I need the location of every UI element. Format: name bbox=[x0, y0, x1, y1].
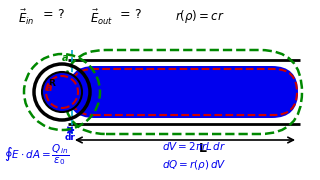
Circle shape bbox=[42, 72, 82, 112]
Text: a: a bbox=[46, 83, 52, 93]
Circle shape bbox=[42, 72, 82, 112]
Text: $\vec{E}_{out}$: $\vec{E}_{out}$ bbox=[90, 8, 113, 27]
Text: $dQ = r(\rho)\,dV$: $dQ = r(\rho)\,dV$ bbox=[162, 158, 227, 172]
Text: dr: dr bbox=[65, 133, 76, 142]
FancyBboxPatch shape bbox=[68, 66, 298, 118]
Text: $dV = 2\pi rL\, dr$: $dV = 2\pi rL\, dr$ bbox=[162, 140, 226, 152]
Text: a: a bbox=[62, 53, 68, 63]
Text: $\vec{E}_{in}$: $\vec{E}_{in}$ bbox=[18, 8, 35, 27]
Text: L: L bbox=[199, 142, 207, 155]
Text: R: R bbox=[49, 80, 55, 89]
Text: $\oint E \cdot dA = \dfrac{Q_{in}}{\varepsilon_0}$: $\oint E \cdot dA = \dfrac{Q_{in}}{\vare… bbox=[4, 142, 69, 167]
Text: $= \,?$: $= \,?$ bbox=[117, 8, 142, 21]
Text: $= \,?$: $= \,?$ bbox=[40, 8, 65, 21]
Text: $r(\rho) = cr$: $r(\rho) = cr$ bbox=[175, 8, 225, 25]
